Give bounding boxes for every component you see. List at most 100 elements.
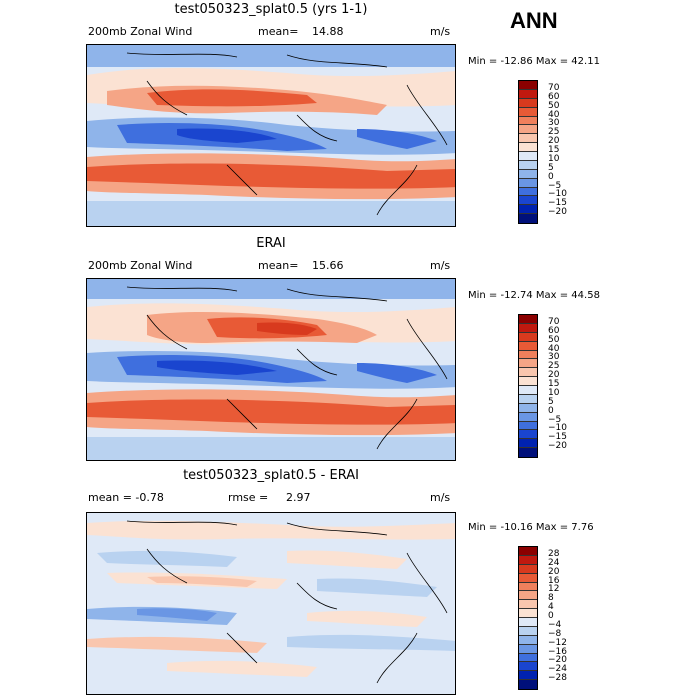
colorbar-swatch bbox=[519, 323, 537, 333]
colorbar-swatch bbox=[519, 439, 537, 449]
panel-2-map bbox=[86, 278, 456, 461]
colorbar-swatch bbox=[519, 143, 537, 152]
colorbar-tick-label: 25 bbox=[548, 361, 560, 372]
colorbar-swatch bbox=[519, 116, 537, 126]
colorbar-swatch bbox=[519, 214, 537, 223]
colorbar-tick-label: −28 bbox=[548, 673, 567, 684]
colorbar-tick-label: 60 bbox=[548, 91, 560, 102]
colorbar-swatch bbox=[519, 169, 537, 179]
colorbar-swatch bbox=[519, 430, 537, 440]
panel-3-mean-label: mean = -0.78 bbox=[88, 491, 164, 504]
colorbar-tick-label: 15 bbox=[548, 145, 560, 155]
colorbar-tick-label: 0 bbox=[548, 405, 554, 416]
colorbar-tick-label: 0 bbox=[548, 611, 554, 621]
colorbar-swatch bbox=[519, 89, 537, 99]
colorbar-swatch bbox=[519, 341, 537, 351]
colorbar-swatch bbox=[519, 448, 537, 457]
colorbar-tick-label: 4 bbox=[548, 602, 554, 613]
panel-1-colorbar bbox=[518, 80, 538, 224]
colorbar-swatch bbox=[519, 350, 537, 360]
colorbar-tick-label: −20 bbox=[548, 207, 567, 218]
colorbar-tick-label: 50 bbox=[548, 100, 560, 111]
colorbar-swatch bbox=[519, 671, 537, 681]
colorbar-swatch bbox=[519, 626, 537, 636]
colorbar-tick-label: 15 bbox=[548, 379, 560, 389]
panel-2-map-field bbox=[87, 279, 455, 460]
colorbar-swatch bbox=[519, 125, 537, 135]
panel-1-map bbox=[86, 44, 456, 227]
colorbar-tick-label: 28 bbox=[548, 548, 560, 559]
panel-3-map bbox=[86, 512, 456, 695]
colorbar-swatch bbox=[519, 386, 537, 395]
colorbar-tick-label: 40 bbox=[548, 343, 560, 354]
colorbar-swatch bbox=[519, 394, 537, 404]
season-label: ANN bbox=[510, 8, 558, 33]
colorbar-swatch bbox=[519, 653, 537, 663]
colorbar-swatch bbox=[519, 421, 537, 431]
panel-2-title: ERAI bbox=[256, 236, 286, 251]
colorbar-swatch bbox=[519, 359, 537, 369]
colorbar-tick-label: 40 bbox=[548, 109, 560, 120]
colorbar-tick-label: 70 bbox=[548, 82, 560, 93]
colorbar-swatch bbox=[519, 315, 537, 324]
colorbar-tick-label: −5 bbox=[548, 180, 562, 191]
colorbar-tick-label: 50 bbox=[548, 334, 560, 345]
colorbar-tick-label: 25 bbox=[548, 127, 560, 138]
panel-2-minmax: Min = -12.74 Max = 44.58 bbox=[468, 290, 600, 301]
colorbar-swatch bbox=[519, 573, 537, 583]
colorbar-swatch bbox=[519, 160, 537, 170]
panel-2-colorbar bbox=[518, 314, 538, 458]
colorbar-tick-label: −24 bbox=[548, 664, 567, 675]
colorbar-tick-label: 60 bbox=[548, 325, 560, 336]
panel-1-stat-value: 14.88 bbox=[312, 25, 344, 38]
colorbar-tick-label: 10 bbox=[548, 387, 560, 398]
colorbar-tick-label: −10 bbox=[548, 189, 567, 200]
colorbar-swatch bbox=[519, 547, 537, 556]
colorbar-swatch bbox=[519, 582, 537, 592]
colorbar-tick-label: −8 bbox=[548, 628, 562, 639]
colorbar-swatch bbox=[519, 196, 537, 206]
colorbar-swatch bbox=[519, 98, 537, 108]
colorbar-tick-label: 20 bbox=[548, 370, 560, 381]
colorbar-swatch bbox=[519, 332, 537, 342]
panel-3-units: m/s bbox=[430, 491, 451, 504]
panel-3-map-field bbox=[87, 513, 455, 694]
colorbar-tick-label: 24 bbox=[548, 557, 560, 568]
colorbar-tick-label: 70 bbox=[548, 316, 560, 327]
panel-3-stat-label: rmse = bbox=[228, 491, 269, 504]
colorbar-swatch bbox=[519, 680, 537, 689]
colorbar-tick-label: −15 bbox=[548, 198, 567, 209]
panel-2-units: m/s bbox=[430, 259, 451, 272]
colorbar-tick-label: 12 bbox=[548, 584, 560, 595]
colorbar-tick-label: −15 bbox=[548, 432, 567, 443]
panel-2-variable-label: 200mb Zonal Wind bbox=[88, 259, 193, 272]
colorbar-tick-label: 0 bbox=[548, 171, 554, 182]
panel-1-stat-label: mean= bbox=[258, 25, 299, 38]
colorbar-swatch bbox=[519, 618, 537, 627]
colorbar-tick-label: 5 bbox=[548, 396, 554, 407]
colorbar-swatch bbox=[519, 152, 537, 161]
colorbar-swatch bbox=[519, 134, 537, 144]
colorbar-swatch bbox=[519, 412, 537, 422]
colorbar-tick-label: −5 bbox=[548, 414, 562, 425]
colorbar-tick-label: 16 bbox=[548, 575, 560, 586]
colorbar-swatch bbox=[519, 644, 537, 654]
colorbar-swatch bbox=[519, 107, 537, 117]
colorbar-tick-label: 20 bbox=[548, 566, 560, 577]
colorbar-swatch bbox=[519, 178, 537, 188]
panel-3-stat-value: 2.97 bbox=[286, 491, 311, 504]
colorbar-swatch bbox=[519, 81, 537, 90]
colorbar-tick-label: 30 bbox=[548, 352, 560, 363]
panel-1-minmax: Min = -12.86 Max = 42.11 bbox=[468, 56, 600, 67]
colorbar-swatch bbox=[519, 403, 537, 413]
colorbar-tick-label: 30 bbox=[548, 118, 560, 129]
colorbar-swatch bbox=[519, 205, 537, 215]
panel-3-colorbar bbox=[518, 546, 538, 690]
panel-2-stat-value: 15.66 bbox=[312, 259, 344, 272]
colorbar-tick-label: −10 bbox=[548, 423, 567, 434]
panel-1-units: m/s bbox=[430, 25, 451, 38]
colorbar-tick-label: −12 bbox=[548, 637, 567, 648]
colorbar-tick-label: −4 bbox=[548, 619, 562, 630]
colorbar-swatch bbox=[519, 609, 537, 618]
colorbar-tick-label: −20 bbox=[548, 441, 567, 452]
